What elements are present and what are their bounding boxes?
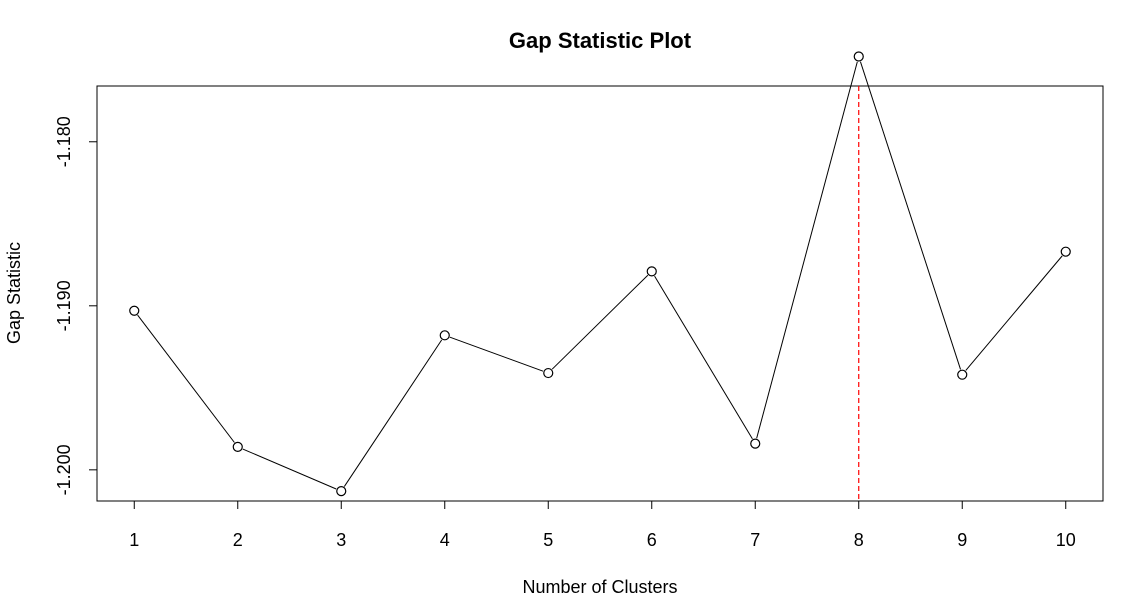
data-point bbox=[129, 305, 140, 316]
y-axis: -1.180 -1.190 -1.200 bbox=[54, 116, 98, 495]
series-line-segment bbox=[242, 448, 337, 490]
data-point bbox=[1060, 246, 1071, 257]
x-tick-label: 6 bbox=[647, 530, 657, 550]
x-tick-label: 5 bbox=[543, 530, 553, 550]
data-point bbox=[543, 367, 554, 379]
x-axis-title: Number of Clusters bbox=[522, 577, 677, 597]
x-tick-label: 7 bbox=[750, 530, 760, 550]
x-tick-label: 8 bbox=[854, 530, 864, 550]
data-point bbox=[646, 266, 657, 277]
data-point bbox=[336, 486, 347, 497]
series-line-segment bbox=[965, 255, 1063, 371]
y-tick-label: -1.200 bbox=[54, 444, 74, 495]
data-point bbox=[439, 330, 450, 341]
y-tick-label: -1.180 bbox=[54, 116, 74, 167]
x-tick-label: 4 bbox=[440, 530, 450, 550]
series-line-segment bbox=[859, 61, 962, 370]
series-line-segment bbox=[449, 336, 544, 372]
x-tick-label: 3 bbox=[336, 530, 346, 550]
data-point bbox=[750, 438, 761, 449]
series-line-segment bbox=[551, 274, 649, 370]
chart-title: Gap Statistic Plot bbox=[509, 28, 692, 53]
y-tick-label: -1.190 bbox=[54, 280, 74, 331]
series-layer bbox=[129, 51, 1071, 497]
series-line-segment bbox=[654, 275, 753, 440]
x-axis: 1 2 3 4 5 6 7 8 9 10 bbox=[129, 500, 1076, 550]
plot-area-border bbox=[96, 85, 1104, 502]
x-tick-label: 10 bbox=[1056, 530, 1076, 550]
x-tick-label: 2 bbox=[233, 530, 243, 550]
data-point bbox=[232, 441, 243, 452]
data-point bbox=[957, 369, 968, 380]
series-line-segment bbox=[137, 314, 235, 443]
series-line-segment bbox=[343, 339, 443, 487]
x-tick-label: 9 bbox=[957, 530, 967, 550]
y-axis-title: Gap Statistic bbox=[4, 242, 24, 344]
series-line-segment bbox=[756, 61, 858, 439]
x-tick-label: 1 bbox=[129, 530, 139, 550]
data-point bbox=[853, 51, 864, 62]
